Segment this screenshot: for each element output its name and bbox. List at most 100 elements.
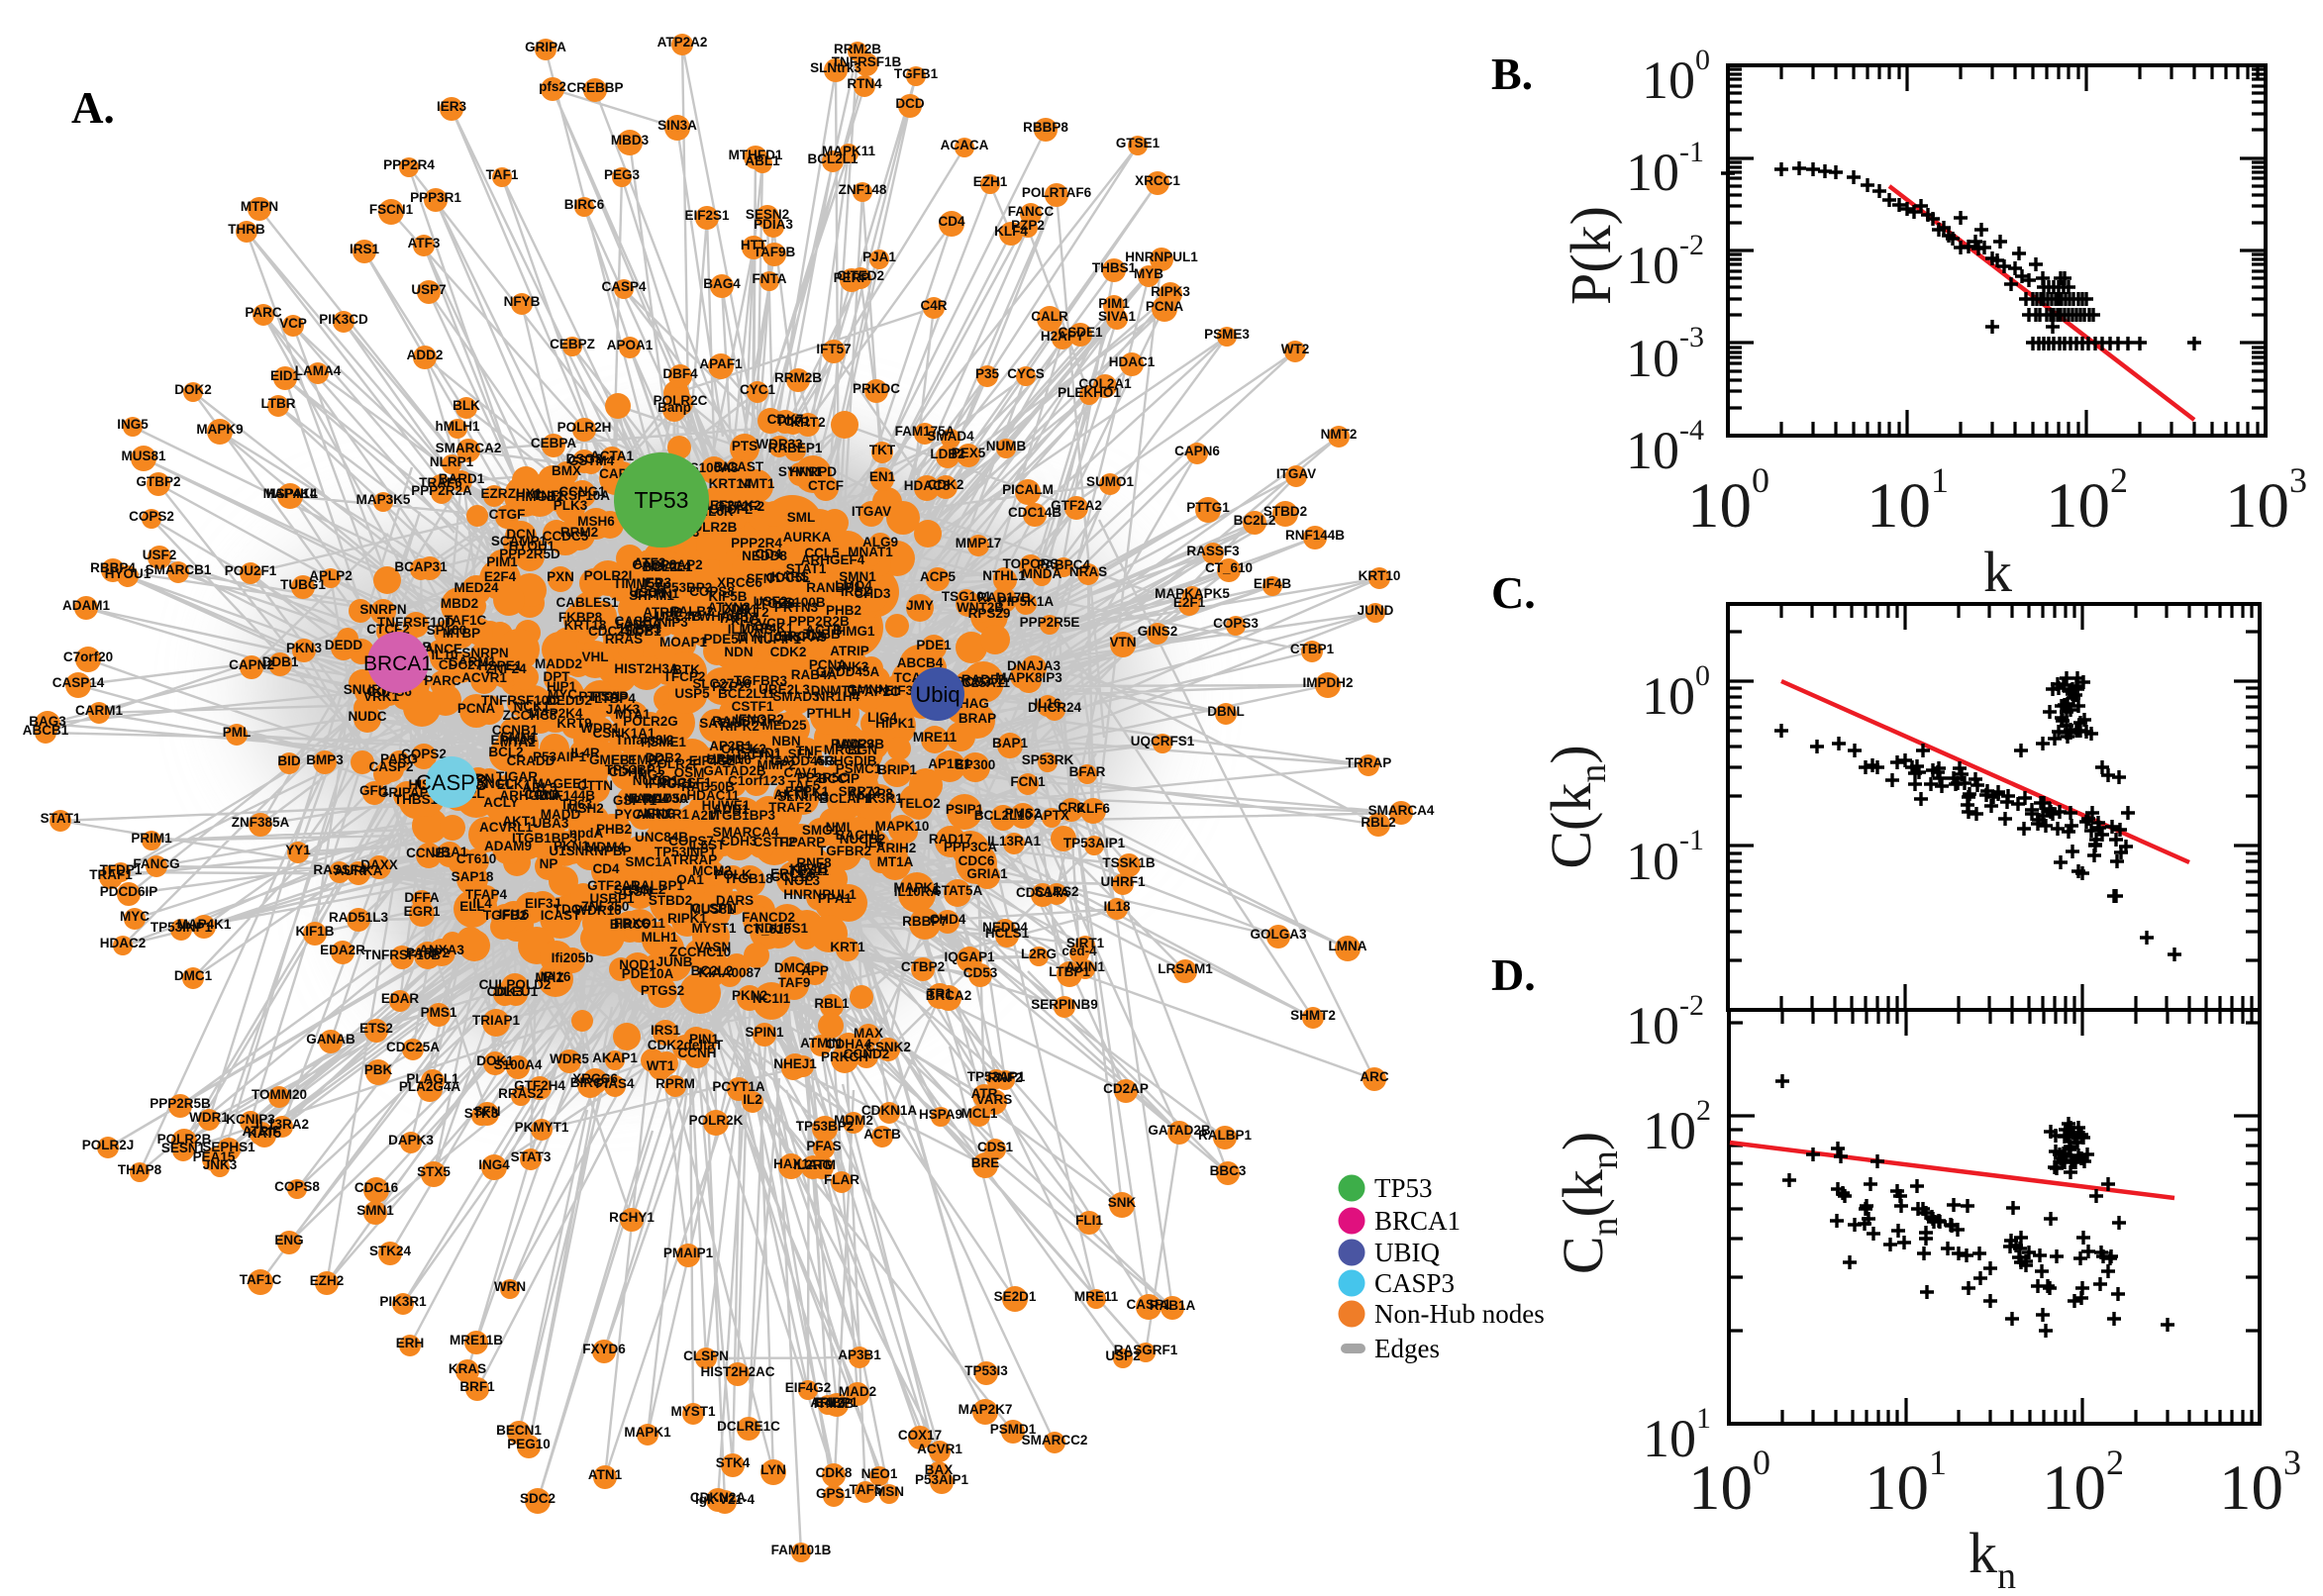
svg-text:LAMA4: LAMA4: [295, 363, 342, 378]
svg-text:MDM4: MDM4: [585, 840, 625, 854]
svg-text:C4R: C4R: [920, 298, 947, 313]
svg-text:THRB: THRB: [228, 222, 265, 237]
svg-text:CDK2: CDK2: [770, 645, 807, 659]
svg-text:PEX5: PEX5: [952, 446, 986, 460]
svg-text:SIN3A: SIN3A: [657, 118, 697, 133]
svg-text:PDCSF1: PDCSF1: [658, 775, 712, 790]
svg-text:EIF4G2: EIF4G2: [689, 753, 736, 768]
svg-text:CT_610: CT_610: [1205, 560, 1253, 575]
svg-text:UNC84B: UNC84B: [635, 830, 688, 845]
svg-text:ARHGDIA: ARHGDIA: [500, 788, 562, 803]
svg-text:HMG1: HMG1: [836, 624, 874, 639]
svg-text:0: 0: [1753, 1443, 1770, 1482]
svg-text:S100A8: S100A8: [690, 460, 739, 475]
svg-text:CASP4: CASP4: [601, 279, 647, 294]
svg-text:CDC25C: CDC25C: [588, 624, 642, 639]
svg-text:ATP2A2: ATP2A2: [657, 35, 708, 50]
svg-text:NUFIP1: NUFIP1: [754, 632, 802, 647]
svg-text:MAGEE1: MAGEE1: [532, 776, 589, 791]
svg-text:SESN2: SESN2: [746, 207, 789, 222]
svg-text:PPP2R2B: PPP2R2B: [788, 614, 850, 629]
svg-text:PTTG1: PTTG1: [1186, 500, 1230, 515]
svg-text:YWHAH: YWHAH: [690, 609, 741, 624]
svg-text:TFDP1: TFDP1: [100, 862, 143, 877]
svg-text:CTTN: CTTN: [577, 778, 613, 793]
svg-text:STBD2: STBD2: [1263, 504, 1307, 519]
svg-text:GADD45G: GADD45G: [770, 753, 835, 768]
svg-text:k: k: [1983, 540, 2012, 604]
svg-text:U1SNRNPBP: U1SNRNPBP: [549, 844, 631, 858]
svg-text:IL6ST: IL6ST: [689, 838, 727, 852]
svg-text:PERP: PERP: [834, 270, 870, 285]
svg-text:MAPK9: MAPK9: [196, 422, 243, 437]
svg-text:BCAP31: BCAP31: [394, 559, 448, 574]
svg-text:CLSPN: CLSPN: [683, 1348, 729, 1363]
svg-text:RBL1: RBL1: [814, 996, 850, 1011]
svg-text:MAPK11: MAPK11: [822, 144, 876, 158]
svg-text:ZNF385A: ZNF385A: [232, 815, 290, 830]
svg-text:Banp: Banp: [657, 400, 691, 415]
svg-text:ATF3: ATF3: [408, 236, 441, 250]
svg-text:BBC3: BBC3: [1210, 1163, 1247, 1178]
svg-text:3: 3: [2289, 460, 2307, 500]
svg-text:MUS81: MUS81: [121, 449, 166, 463]
svg-text:RAD17B: RAD17B: [977, 590, 1031, 605]
svg-text:-3: -3: [1679, 321, 1704, 353]
svg-text:VARS: VARS: [976, 1092, 1013, 1107]
svg-text:KRT18: KRT18: [564, 618, 607, 633]
svg-text:NEDD8: NEDD8: [742, 549, 787, 563]
svg-text:MAP3K5: MAP3K5: [356, 492, 411, 507]
svg-text:ING2: ING2: [634, 767, 665, 782]
svg-text:EID1: EID1: [752, 746, 782, 760]
svg-text:BAX: BAX: [925, 1462, 954, 1477]
svg-text:CALR: CALR: [1031, 309, 1068, 324]
svg-text:ATRIF: ATRIF: [243, 1124, 281, 1139]
svg-text:AXIN1: AXIN1: [1065, 959, 1105, 974]
svg-text:RBL2: RBL2: [1361, 815, 1395, 830]
svg-text:ACP5: ACP5: [920, 569, 957, 584]
svg-text:EZH1: EZH1: [973, 174, 1008, 189]
svg-text:NLRP1: NLRP1: [430, 454, 474, 469]
svg-text:CDC25A: CDC25A: [386, 1040, 440, 1054]
svg-text:PIP5K1A: PIP5K1A: [998, 594, 1055, 609]
svg-text:HIP1: HIP1: [547, 679, 577, 694]
svg-text:PIAS4: PIAS4: [595, 1076, 635, 1091]
svg-text:KCNIP3: KCNIP3: [226, 1112, 275, 1127]
svg-text:-1: -1: [1679, 824, 1704, 856]
svg-text:PTS: PTS: [732, 439, 758, 453]
svg-text:NOD1: NOD1: [619, 957, 656, 972]
svg-text:IFNGR2: IFNGR2: [735, 712, 784, 727]
svg-text:RIPK1: RIPK1: [667, 911, 707, 926]
svg-text:EDA2R: EDA2R: [320, 943, 365, 957]
svg-text:MYH10: MYH10: [737, 630, 781, 645]
svg-text:PPP3CA: PPP3CA: [944, 840, 997, 854]
svg-text:PCNA: PCNA: [1146, 299, 1184, 314]
svg-text:DPT: DPT: [544, 669, 571, 684]
svg-text:BCLAF1: BCLAF1: [819, 791, 872, 806]
svg-text:PSMD1: PSMD1: [990, 1422, 1037, 1437]
svg-text:10: 10: [1626, 996, 1679, 1055]
svg-text:RNF8: RNF8: [796, 855, 832, 870]
svg-text:POLK: POLK: [714, 867, 752, 882]
svg-text:NRAS: NRAS: [1069, 564, 1107, 579]
svg-text:ITGAV: ITGAV: [852, 504, 891, 519]
svg-text:CLSPN: CLSPN: [691, 901, 737, 916]
svg-text:EIF2S1: EIF2S1: [684, 208, 730, 223]
svg-text:MAP4K1: MAP4K1: [740, 621, 794, 636]
svg-text:AKAP1: AKAP1: [592, 1050, 638, 1065]
svg-text:PMAIP1: PMAIP1: [663, 1246, 714, 1260]
svg-text:BRCA2: BRCA2: [926, 988, 972, 1003]
svg-text:PBK: PBK: [364, 1062, 393, 1077]
svg-text:RIPK3: RIPK3: [1151, 284, 1190, 299]
svg-text:GMEB1: GMEB1: [589, 752, 638, 767]
svg-text:CEBPA: CEBPA: [531, 436, 577, 450]
svg-text:KCNIP3: KCNIP3: [639, 615, 688, 630]
svg-text:PYCARD: PYCARD: [614, 807, 670, 822]
svg-text:MUS81: MUS81: [689, 902, 735, 917]
svg-text:EZR: EZR: [481, 486, 508, 501]
svg-text:TRAF6: TRAF6: [419, 475, 462, 490]
svg-text:lgk-V21-4: lgk-V21-4: [695, 1492, 756, 1507]
svg-text:TP53I3: TP53I3: [964, 1363, 1008, 1378]
svg-text:ADAM1: ADAM1: [62, 598, 110, 613]
svg-text:JUNB: JUNB: [656, 954, 693, 969]
